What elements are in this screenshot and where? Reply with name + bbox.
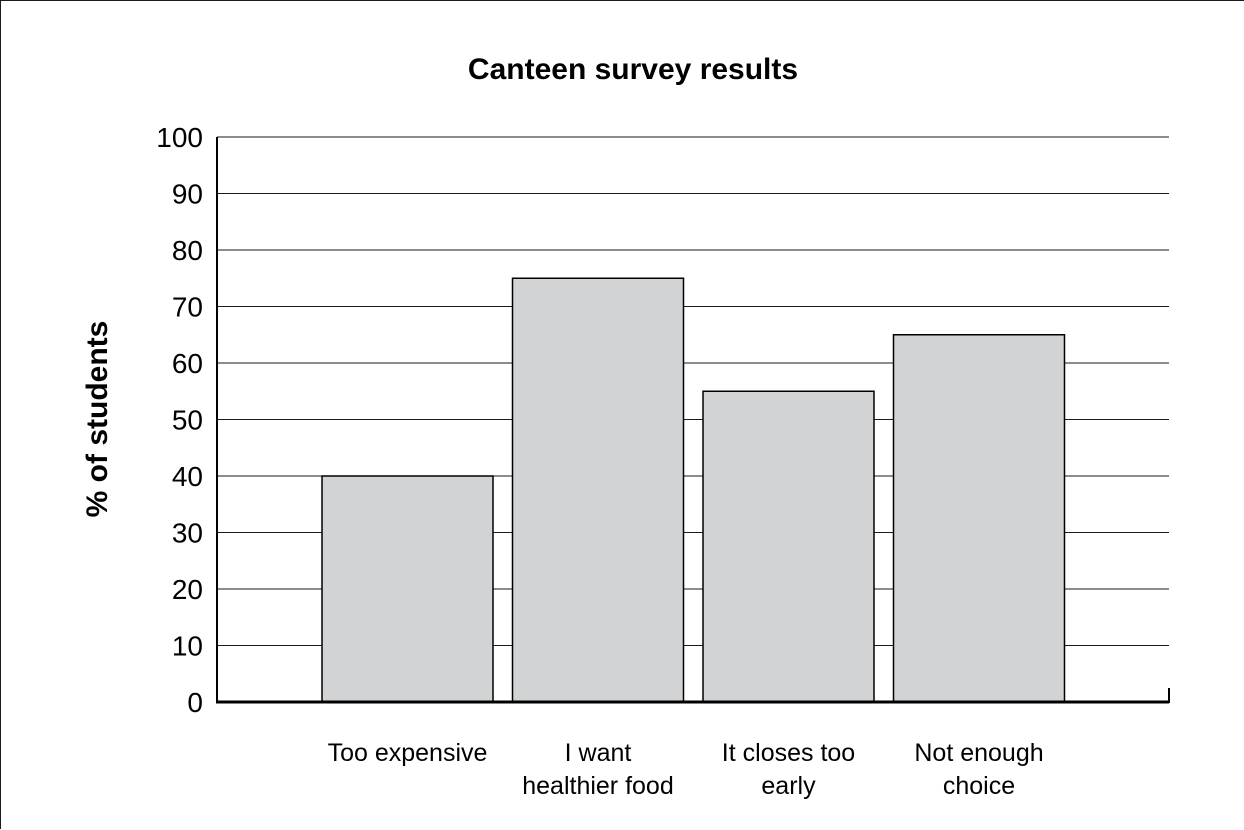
- y-tick-label: 0: [187, 687, 203, 718]
- x-tick-label: It closes too: [722, 739, 855, 767]
- x-tick-label: choice: [943, 772, 1015, 800]
- x-tick-label: I want: [565, 739, 632, 767]
- y-tick-label: 30: [172, 518, 203, 549]
- bar: [702, 390, 875, 703]
- x-tick-label: early: [761, 772, 816, 800]
- x-tick-label: Not enough: [914, 739, 1043, 767]
- chart-title: Canteen survey results: [468, 53, 798, 86]
- bar: [511, 277, 685, 703]
- y-axis-label: % of students: [81, 321, 114, 518]
- y-tick-label: 10: [172, 631, 203, 662]
- x-tick-labels: Too expensive I want healthier food It clos…: [328, 739, 1044, 800]
- y-tick-label: 40: [172, 461, 203, 492]
- y-tick-label: 20: [172, 574, 203, 605]
- bar: [321, 475, 494, 703]
- axes: [216, 137, 1170, 704]
- y-tick-label: 50: [172, 405, 203, 436]
- y-tick-label: 100: [156, 122, 203, 153]
- y-tick-label: 90: [172, 179, 203, 210]
- bar: [892, 334, 1066, 703]
- y-tick-labels: 0 10 20 30 40 50 60 70 80 90 100: [156, 122, 203, 718]
- y-tick-label: 60: [172, 348, 203, 379]
- bars: [321, 277, 1066, 703]
- y-tick-label: 80: [172, 235, 203, 266]
- x-tick-label: Too expensive: [328, 739, 488, 767]
- x-tick-label: healthier food: [522, 772, 674, 800]
- y-tick-label: 70: [172, 292, 203, 323]
